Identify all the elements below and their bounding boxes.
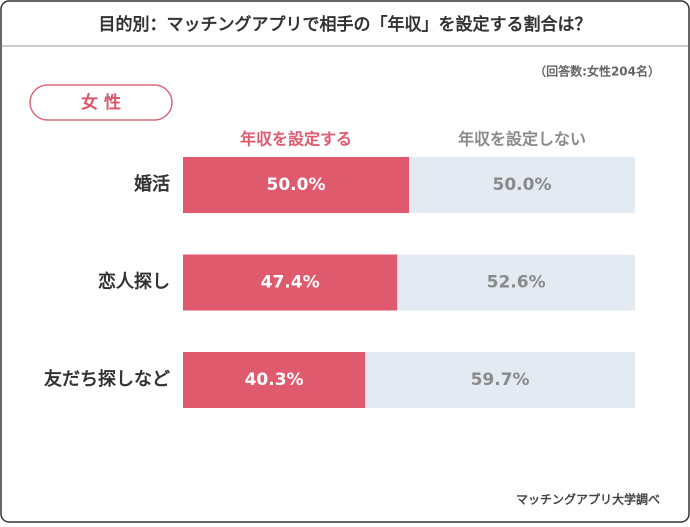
category-label: 恋人探し [98,271,170,293]
panel-pill [29,84,173,121]
series-label: 年収を設定しない [458,130,586,149]
value-label: 52.6% [487,273,546,293]
value-label: 40.3% [245,370,304,390]
bar-segment [183,352,366,408]
note: （回答数:女性204名） [534,64,660,79]
value-label: 50.0% [267,175,326,195]
bar-segment [183,157,409,213]
category-label: 友だち探しなど [44,368,170,390]
value-label: 59.7% [471,370,530,390]
chart-title: 目的別：マッチングアプリで相手の「年収」を設定する割合は？ [99,14,592,35]
bar-segment [409,157,635,213]
bar-segment [397,254,635,311]
bar-segment [183,254,398,311]
value-label: 47.4% [261,273,320,293]
series-label: 年収を設定する [240,130,352,149]
value-label: 50.0% [493,175,552,195]
source: マッチングアプリ大学調べ [516,492,660,507]
category-label: 婚活 [134,173,170,195]
bar-segment [365,352,635,408]
panel-label: 女 性 [81,92,121,113]
